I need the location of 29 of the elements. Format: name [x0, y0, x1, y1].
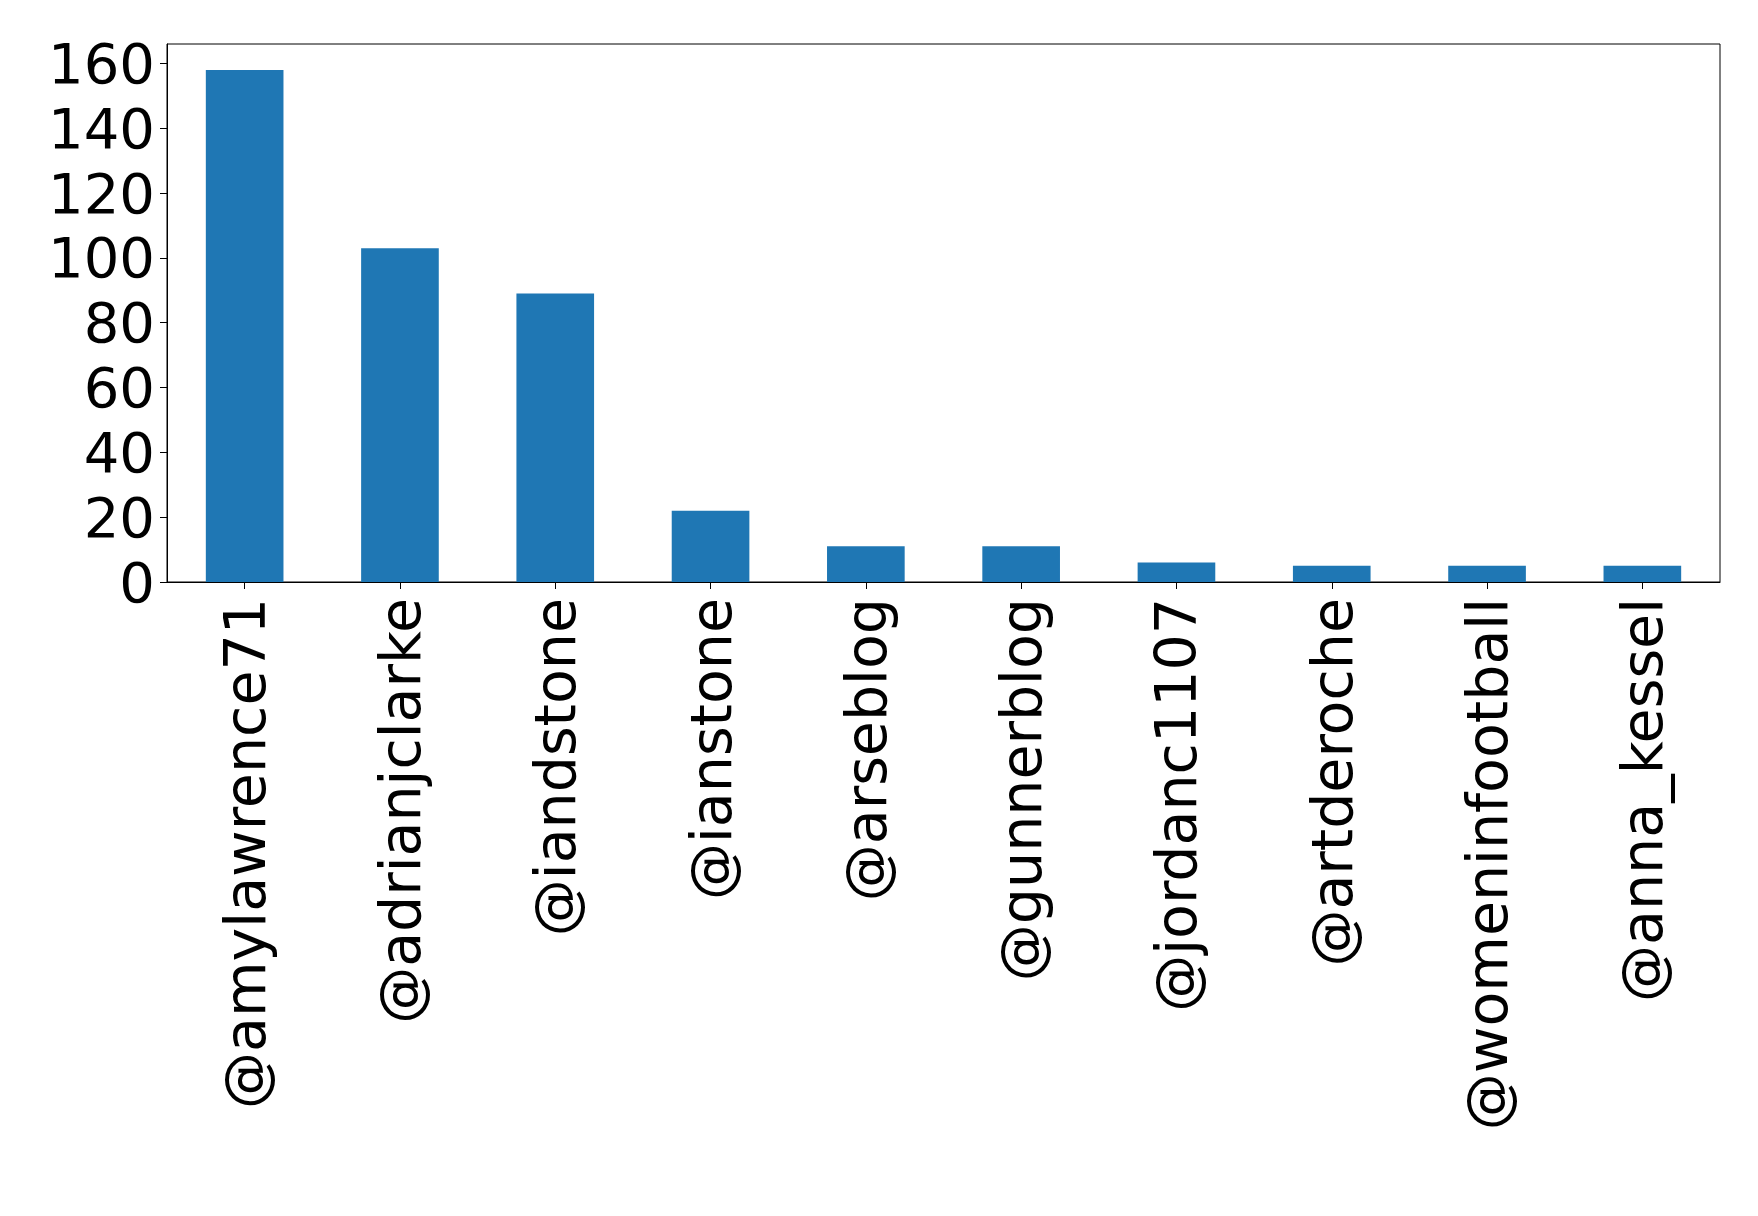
x-tick-label: @ianstone [677, 598, 744, 901]
x-tick-label: @amylawrence71 [211, 598, 278, 1109]
bar [827, 546, 905, 582]
y-tick-label: 140 [48, 95, 155, 161]
x-tick-label: @jordanc1107 [1143, 598, 1210, 1012]
bar [1448, 565, 1526, 582]
x-tick-label: @adrianjclarke [366, 598, 433, 1024]
bar [671, 510, 750, 582]
bar [361, 248, 439, 582]
bar [205, 69, 284, 582]
y-tick-label: 160 [48, 30, 155, 96]
y-tick-label: 120 [48, 160, 155, 226]
x-tick-label: @womeninfootball [1454, 598, 1521, 1131]
x-tick-label: @iandstone [522, 598, 589, 937]
x-tick-label: @arseblog [832, 598, 899, 902]
bar [982, 546, 1060, 582]
y-tick-label: 100 [48, 225, 155, 291]
x-tick-label: @artderoche [1298, 598, 1365, 967]
y-tick-label: 40 [83, 419, 155, 485]
bar [1603, 565, 1682, 582]
bar [1292, 565, 1371, 582]
y-tick-label: 0 [119, 549, 155, 615]
y-tick-label: 80 [83, 290, 155, 356]
x-tick-label: @anna_kessel [1609, 598, 1676, 1002]
y-tick-label: 20 [83, 484, 155, 550]
y-tick-label: 60 [83, 355, 155, 421]
bar [516, 293, 595, 582]
x-tick-label: @gunnerblog [988, 598, 1055, 982]
bar [1137, 562, 1216, 582]
